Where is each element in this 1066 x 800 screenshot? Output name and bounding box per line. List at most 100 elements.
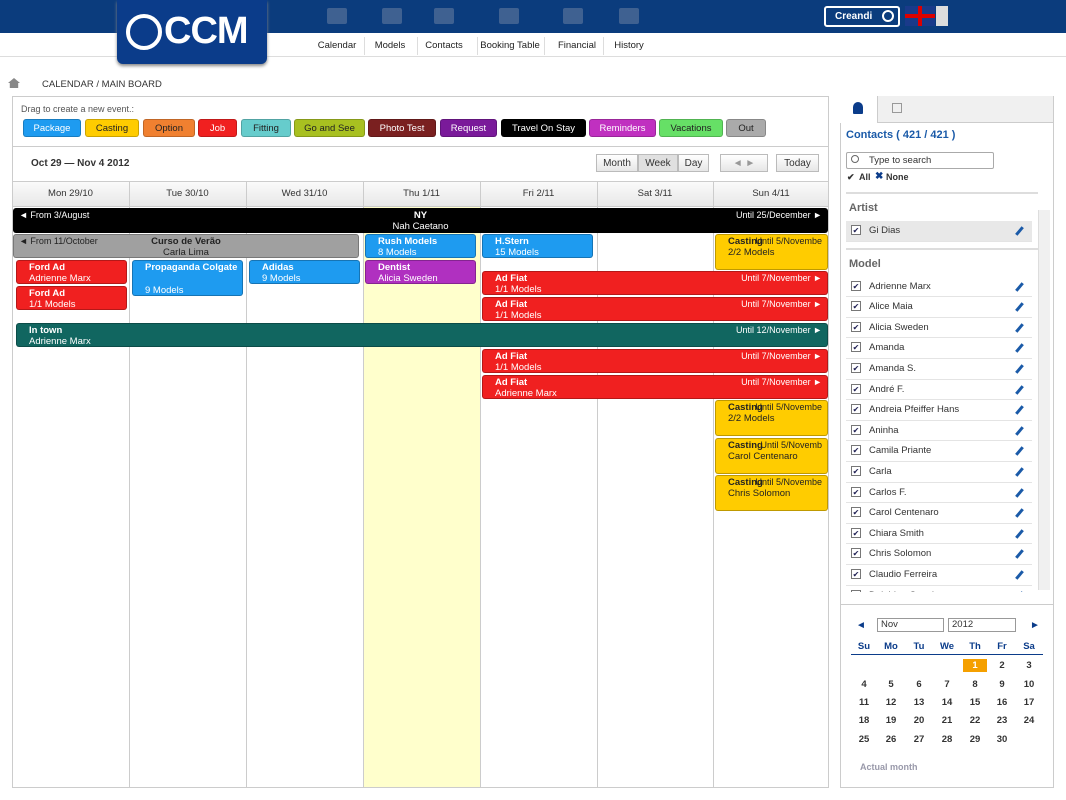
minical-next[interactable]: ► — [1030, 620, 1040, 631]
nav-item[interactable]: History — [614, 40, 644, 51]
edit-icon[interactable] — [1015, 508, 1024, 518]
edit-icon[interactable] — [1015, 549, 1024, 560]
mini-day[interactable]: 26 — [885, 734, 897, 745]
event[interactable]: Until 7/November ► Ad Fiat Adrienne Marx — [482, 375, 828, 399]
mini-day[interactable]: 3 — [1026, 660, 1032, 671]
contact-row[interactable]: ✔ Chiara Smith — [846, 524, 1032, 545]
home-icon[interactable] — [8, 78, 20, 88]
mini-day[interactable]: 20 — [913, 715, 925, 726]
mini-day[interactable]: 15 — [969, 697, 981, 708]
mini-day[interactable]: 4 — [861, 679, 867, 690]
lang-dropdown[interactable] — [936, 6, 948, 26]
contact-row[interactable]: ✔ Gi Dias — [846, 221, 1032, 242]
event[interactable]: Rush Models 8 Models — [365, 234, 476, 258]
mini-day[interactable]: 17 — [1023, 697, 1035, 708]
mini-day[interactable]: 9 — [999, 679, 1005, 690]
actual-month[interactable]: Actual month — [860, 762, 918, 772]
contact-row[interactable]: ✔ Camila Priante — [846, 441, 1032, 462]
edit-icon[interactable] — [1015, 302, 1024, 312]
palette-item[interactable]: Job — [198, 119, 237, 137]
mini-day[interactable]: 14 — [941, 697, 953, 708]
event[interactable]: Until 5/Novemb Casting Carol Centenaro — [715, 438, 828, 474]
mini-day[interactable]: 6 — [916, 679, 922, 690]
contact-row[interactable]: ✔ Aninha — [846, 421, 1032, 442]
contact-row[interactable]: ✔ Adrienne Marx — [846, 277, 1032, 298]
contact-row[interactable]: ✔ Carol Centenaro — [846, 503, 1032, 524]
palette-item[interactable]: Request — [440, 119, 497, 137]
mini-day[interactable]: 18 — [858, 715, 870, 726]
view-button[interactable]: Week — [638, 154, 678, 172]
event[interactable]: H.Stern 15 Models — [482, 234, 593, 258]
mini-day[interactable]: 22 — [969, 715, 981, 726]
mini-day[interactable]: 23 — [996, 715, 1008, 726]
month-select[interactable]: Nov — [877, 618, 944, 632]
event[interactable]: Propaganda Colgate 9 Models — [132, 260, 243, 296]
mini-day[interactable]: 10 — [1023, 679, 1035, 690]
today-button[interactable]: Today — [776, 154, 819, 172]
event[interactable]: ◄ From 3/August Until 25/December ► NY Nah … — [13, 208, 828, 233]
event[interactable]: Until 5/Novembe Casting 2/2 Models — [715, 400, 828, 436]
palette-item[interactable]: Photo Test — [368, 119, 436, 137]
select-none[interactable]: ✖ — [875, 171, 884, 182]
contact-row[interactable]: ✔ Amanda — [846, 338, 1032, 359]
nav-item[interactable]: Models — [374, 40, 406, 51]
mini-day[interactable]: 30 — [996, 734, 1008, 745]
contact-row[interactable]: ✔ Carlos F. — [846, 483, 1032, 504]
event[interactable]: Adidas 9 Models — [249, 260, 360, 284]
edit-icon[interactable] — [1015, 364, 1024, 374]
select-none-label[interactable]: None — [886, 172, 909, 182]
edit-icon[interactable] — [1015, 426, 1024, 436]
event[interactable]: ◄ From 11/October Curso de Verão Carla Lim… — [13, 234, 359, 258]
contact-row[interactable]: ✔ Alice Maia — [846, 297, 1032, 318]
contact-row[interactable]: ✔ Alicia Sweden — [846, 318, 1032, 339]
nav-item[interactable]: Calendar — [317, 40, 357, 51]
event[interactable]: Until 7/November ► Ad Fiat 1/1 Models — [482, 271, 828, 295]
palette-item[interactable]: Option — [143, 119, 195, 137]
contact-row[interactable]: ✔ Andreia Pfeiffer Hans — [846, 400, 1032, 421]
mini-day[interactable]: 13 — [913, 697, 925, 708]
edit-icon[interactable] — [1015, 323, 1024, 333]
nav-item[interactable]: Financial — [557, 40, 597, 51]
minical-prev[interactable]: ◄ — [856, 620, 866, 631]
palette-item[interactable]: Travel On Stay — [501, 119, 586, 137]
mini-day[interactable]: 25 — [858, 734, 870, 745]
mini-day[interactable]: 21 — [941, 715, 953, 726]
mini-day[interactable]: 27 — [913, 734, 925, 745]
select-all[interactable]: ✔ — [847, 172, 855, 182]
tab-calendar[interactable] — [878, 96, 1053, 123]
mini-day[interactable]: 8 — [972, 679, 978, 690]
palette-item[interactable]: Casting — [85, 119, 139, 137]
event[interactable]: Until 5/Novembe Casting Chris Solomon — [715, 475, 828, 511]
edit-icon[interactable] — [1015, 570, 1024, 580]
list-scrollbar[interactable] — [1038, 210, 1050, 590]
mini-day[interactable]: 28 — [941, 734, 953, 745]
select-all-label[interactable]: All — [859, 172, 871, 182]
mini-day[interactable]: 11 — [858, 697, 870, 708]
contact-row[interactable]: ✔ André F. — [846, 380, 1032, 401]
nav-item[interactable]: Booking Table — [480, 40, 540, 51]
user-button[interactable] — [824, 6, 900, 27]
edit-icon[interactable] — [1015, 384, 1024, 395]
mini-day[interactable]: 16 — [996, 697, 1008, 708]
search-box[interactable] — [846, 152, 994, 169]
mini-day[interactable]: 5 — [888, 679, 894, 690]
mini-day[interactable]: 1 — [963, 659, 987, 672]
nav-arrows[interactable]: ◄ ► — [720, 154, 768, 172]
event[interactable]: Until 5/Novembe Casting 2/2 Models — [715, 234, 828, 270]
palette-item[interactable]: Reminders — [589, 119, 656, 137]
event[interactable]: Ford Ad Adrienne Marx — [16, 260, 127, 284]
mini-day[interactable]: 12 — [885, 697, 897, 708]
mini-day[interactable]: 7 — [944, 679, 950, 690]
contact-row[interactable]: ✔ Carla — [846, 462, 1032, 483]
palette-item[interactable]: Vacations — [659, 119, 723, 137]
mini-day[interactable]: 29 — [969, 734, 981, 745]
palette-item[interactable]: Package — [23, 119, 81, 137]
mini-day[interactable]: 24 — [1023, 715, 1035, 726]
event[interactable]: Dentist Alicia Sweden — [365, 260, 476, 284]
edit-icon[interactable] — [1015, 281, 1024, 292]
contact-row[interactable]: ✔ Claudio Ferreira — [846, 565, 1032, 586]
contact-row[interactable]: ✔ Amanda S. — [846, 359, 1032, 380]
contact-row[interactable]: ✔ Delphine Gunchura — [846, 586, 1032, 592]
view-button[interactable]: Month — [596, 154, 638, 172]
view-button[interactable]: Day — [678, 154, 709, 172]
